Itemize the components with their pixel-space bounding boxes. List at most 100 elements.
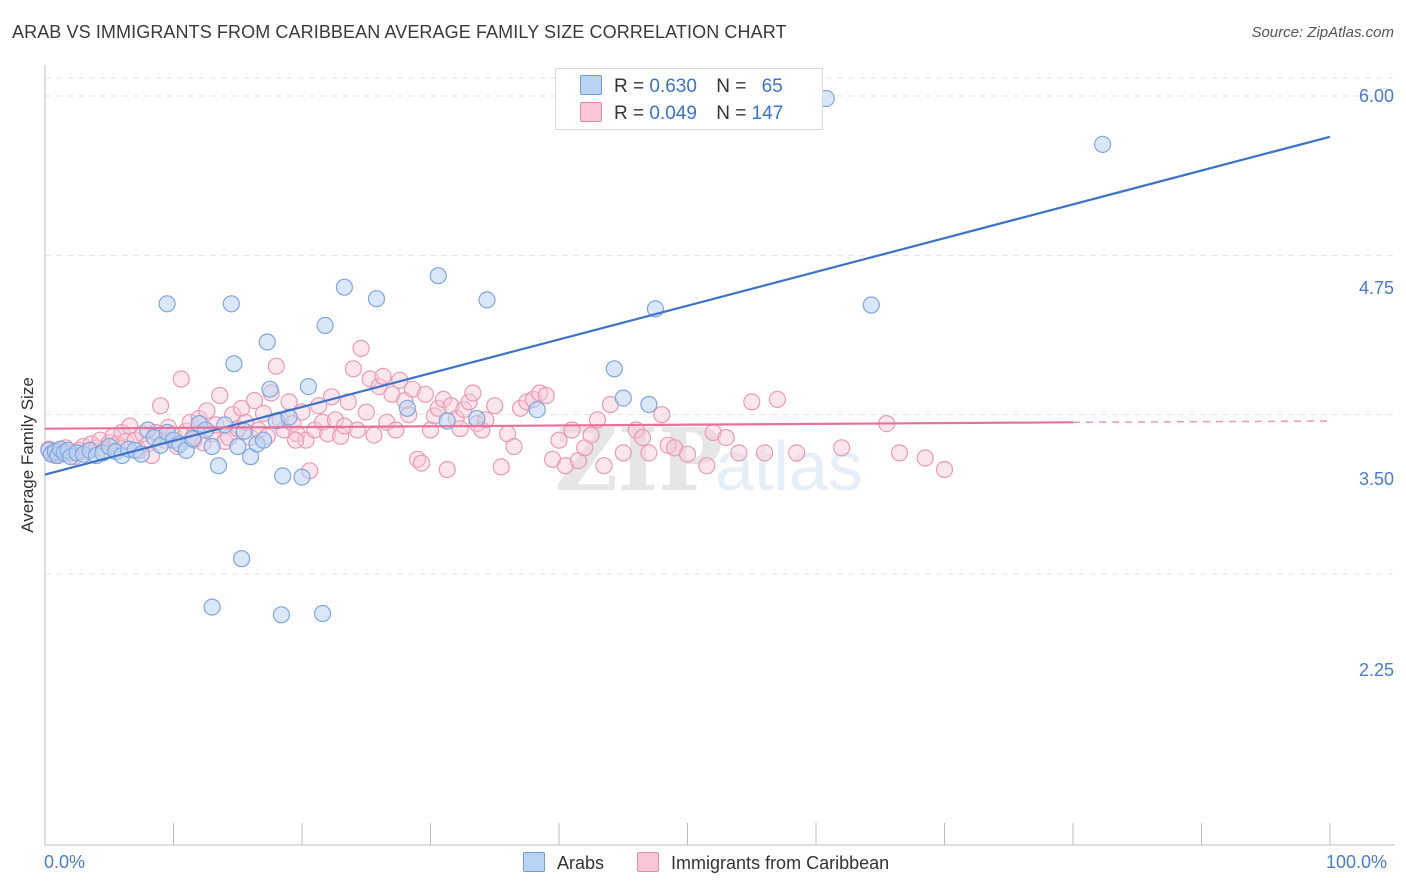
arabs-point bbox=[293, 468, 311, 486]
arabs-point bbox=[222, 295, 240, 313]
caribbean-point bbox=[267, 357, 285, 375]
caribbean-point bbox=[357, 403, 375, 421]
caribbean-point bbox=[421, 421, 440, 439]
caribbean-trend-extension bbox=[1072, 420, 1331, 424]
caribbean-point bbox=[550, 431, 568, 449]
n-value: 65 bbox=[761, 76, 783, 97]
bottom-legend-caribbean: Immigrants from Caribbean bbox=[637, 852, 889, 874]
caribbean-swatch bbox=[580, 102, 602, 122]
caribbean-point bbox=[717, 429, 735, 447]
caribbean-point bbox=[640, 444, 658, 462]
bottom-legend-label: Immigrants from Caribbean bbox=[671, 853, 890, 873]
x-min-label: 0.0% bbox=[44, 852, 86, 872]
caribbean-point bbox=[743, 393, 761, 411]
caribbean-point bbox=[287, 431, 305, 449]
y-tick-label: 3.50 bbox=[1358, 469, 1394, 489]
caribbean-point bbox=[319, 425, 337, 443]
caribbean-point bbox=[451, 420, 469, 438]
arabs-point bbox=[335, 278, 353, 296]
caribbean-point bbox=[464, 384, 482, 402]
caribbean-point bbox=[698, 457, 716, 475]
legend-row-caribbean: R = 0.049 N = 147 bbox=[580, 102, 783, 126]
caribbean-point bbox=[556, 457, 575, 475]
caribbean-point bbox=[152, 397, 170, 415]
arabs-point bbox=[158, 295, 176, 313]
caribbean-point bbox=[511, 399, 530, 417]
bottom-legend: Arabs Immigrants from Caribbean bbox=[523, 852, 917, 874]
caribbean-point bbox=[172, 370, 190, 388]
caribbean-point bbox=[348, 421, 366, 439]
caribbean-trend-line bbox=[44, 421, 1074, 430]
arabs-point bbox=[398, 399, 416, 417]
caribbean-point bbox=[505, 437, 523, 456]
arabs-point bbox=[225, 355, 243, 373]
caribbean-point bbox=[403, 380, 422, 398]
arabs-point bbox=[605, 360, 623, 378]
caribbean-point bbox=[245, 392, 264, 410]
y-axis-label: Average Family Size bbox=[18, 377, 37, 533]
arabs-point bbox=[235, 422, 253, 440]
arabs-point bbox=[314, 604, 332, 623]
caribbean-point bbox=[582, 426, 600, 444]
chart-source: Source: ZipAtlas.com bbox=[1251, 24, 1394, 41]
arabs-swatch bbox=[580, 75, 602, 95]
caribbean-point bbox=[412, 454, 431, 472]
caribbean-point bbox=[755, 444, 774, 462]
caribbean-point bbox=[833, 439, 851, 457]
caribbean-point bbox=[438, 460, 456, 479]
caribbean-point bbox=[678, 445, 697, 463]
trend-lines bbox=[44, 135, 1331, 476]
legend: R = 0.630 N = 65 R = 0.049 N = 147 bbox=[555, 68, 823, 130]
n-label: N = bbox=[716, 103, 747, 124]
caribbean-point bbox=[344, 360, 362, 378]
caribbean-swatch bbox=[637, 852, 660, 872]
caribbean-point bbox=[492, 458, 510, 476]
arabs-point bbox=[203, 437, 221, 456]
caribbean-point bbox=[614, 444, 632, 462]
arabs-points bbox=[40, 89, 1112, 624]
caribbean-point bbox=[916, 449, 934, 467]
caribbean-point bbox=[537, 386, 555, 405]
arabs-point bbox=[316, 316, 334, 334]
arabs-point bbox=[528, 401, 546, 419]
arabs-point bbox=[367, 290, 386, 308]
arabs-trend-line bbox=[44, 135, 1331, 476]
caribbean-point bbox=[788, 444, 806, 462]
caribbean-point bbox=[365, 426, 383, 444]
arabs-point bbox=[862, 296, 880, 314]
n-label: N = bbox=[716, 76, 747, 97]
bottom-legend-arabs: Arabs bbox=[523, 852, 604, 874]
arabs-point bbox=[258, 333, 276, 351]
caribbean-point bbox=[211, 386, 229, 405]
arabs-point bbox=[229, 437, 247, 456]
arabs-point bbox=[274, 467, 292, 485]
arabs-point bbox=[614, 389, 632, 407]
arabs-point bbox=[280, 408, 298, 426]
caribbean-point bbox=[387, 421, 405, 439]
y-tick-label: 4.75 bbox=[1358, 278, 1394, 298]
caribbean-point bbox=[588, 411, 607, 429]
caribbean-point bbox=[332, 427, 350, 445]
arabs-point bbox=[478, 291, 496, 309]
caribbean-point bbox=[768, 390, 787, 408]
caribbean-point bbox=[595, 457, 613, 475]
n-value: 147 bbox=[751, 103, 784, 124]
r-label: R = bbox=[614, 103, 645, 124]
caribbean-point bbox=[460, 393, 478, 411]
caribbean-point bbox=[429, 399, 447, 417]
arabs-point bbox=[429, 267, 447, 285]
watermark-zip: ZIP bbox=[555, 410, 723, 511]
y-tick-label: 6.00 bbox=[1358, 86, 1394, 106]
caribbean-point bbox=[416, 385, 434, 403]
caribbean-point bbox=[288, 425, 306, 443]
caribbean-point bbox=[374, 367, 392, 385]
bottom-legend-label: Arabs bbox=[557, 853, 605, 873]
caribbean-point bbox=[486, 397, 504, 415]
arabs-point bbox=[272, 606, 290, 624]
arabs-point bbox=[261, 380, 279, 398]
r-label: R = bbox=[614, 76, 645, 97]
chart-title: ARAB VS IMMIGRANTS FROM CARIBBEAN AVERAG… bbox=[12, 22, 787, 42]
caribbean-point bbox=[653, 406, 671, 424]
arabs-point bbox=[438, 412, 456, 430]
